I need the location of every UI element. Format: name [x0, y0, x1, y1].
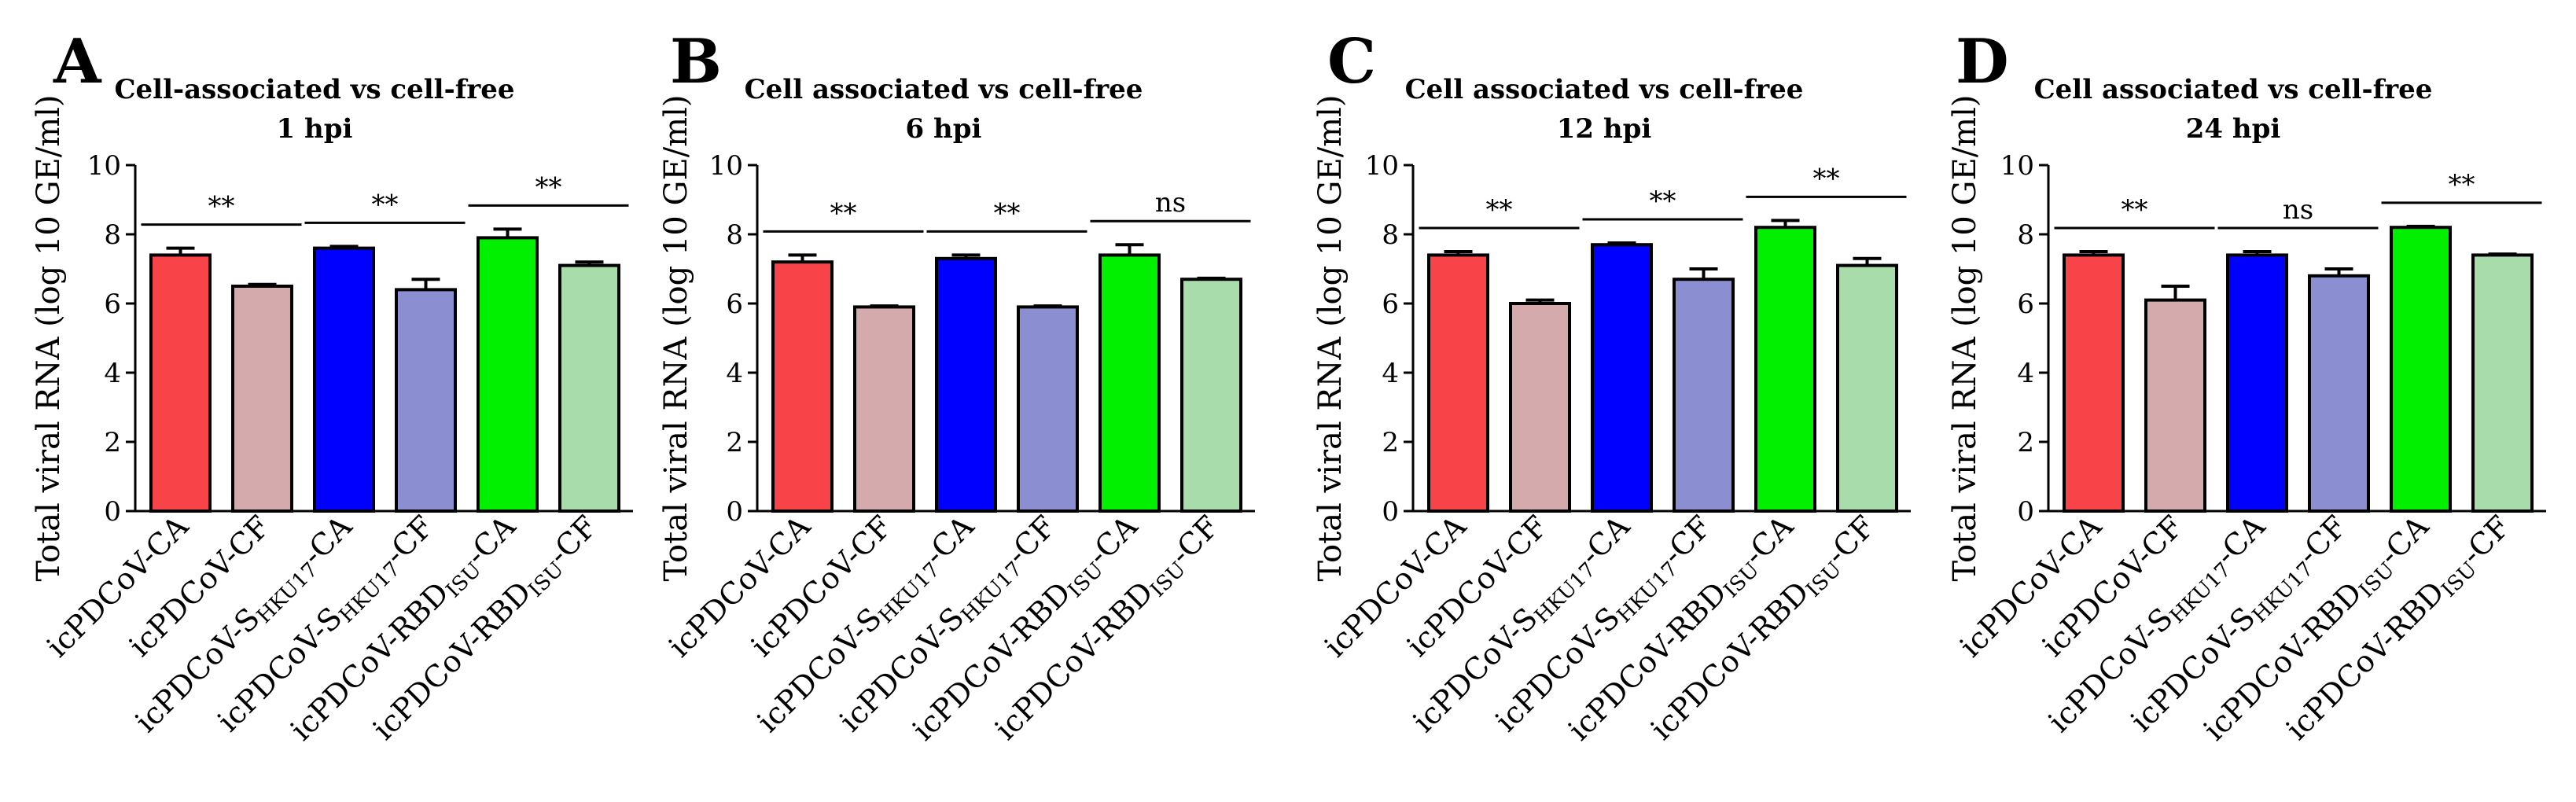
y-tick-label: 0 — [1382, 496, 1399, 528]
significance-label: ** — [208, 191, 235, 223]
chart-panel-a: A Cell-associated vs cell-free 1 hpi Total … — [31, 26, 633, 747]
y-tick-label: 2 — [1382, 427, 1399, 458]
bar — [1180, 278, 1242, 513]
panel-letter: A — [53, 26, 102, 97]
bar — [149, 253, 212, 513]
bar — [477, 236, 539, 513]
bar — [2144, 298, 2206, 513]
bar — [771, 260, 834, 513]
bar — [1098, 253, 1161, 513]
panel-letter: D — [1956, 26, 2009, 97]
y-tick-label: 6 — [726, 289, 743, 320]
significance-label: ** — [830, 197, 857, 229]
bar — [935, 256, 997, 513]
y-tick-label: 8 — [104, 219, 121, 251]
chart-panel-c: C Cell associated vs cell-free 12 hpi Total… — [1312, 26, 1911, 747]
panel-letter: C — [1327, 26, 1376, 97]
bar — [2390, 226, 2452, 513]
significance-label: ** — [1650, 186, 1676, 217]
bar — [395, 288, 457, 513]
y-tick-label: 2 — [2017, 427, 2034, 458]
significance-label: ** — [2122, 194, 2148, 226]
bar — [2308, 274, 2370, 513]
y-tick-label: 2 — [104, 427, 121, 458]
significance-label: ** — [2449, 169, 2475, 200]
chart-title-line: 12 hpi — [1557, 113, 1652, 145]
chart-title-line: 24 hpi — [2186, 113, 2281, 145]
bar — [1509, 302, 1571, 513]
y-tick-label: 6 — [104, 289, 121, 320]
x-tick-label: icPDCoV-CF — [745, 509, 899, 663]
y-tick-label: 6 — [1382, 289, 1399, 320]
y-tick-label: 10 — [1365, 150, 1399, 182]
significance-label: ns — [2283, 194, 2313, 226]
y-tick-label: 0 — [2017, 496, 2034, 528]
y-tick-label: 8 — [2017, 219, 2034, 251]
panel-letter: B — [670, 26, 722, 97]
bar — [2063, 253, 2125, 513]
y-tick-label: 2 — [726, 427, 743, 458]
y-tick-label: 4 — [104, 358, 121, 389]
y-tick-label: 8 — [1382, 219, 1399, 251]
x-tick-label: icPDCoV-CF — [1400, 509, 1555, 663]
x-tick-label: icPDCoV-CF — [123, 509, 277, 663]
chart-title-line: 6 hpi — [906, 113, 982, 145]
bar — [231, 285, 293, 513]
y-tick-label: 4 — [1382, 358, 1399, 389]
bar — [1591, 243, 1653, 513]
bar — [2471, 253, 2534, 513]
bar — [558, 263, 620, 513]
y-tick-label: 4 — [2017, 358, 2034, 389]
y-axis-label: Total viral RNA (log 10 GE/ml) — [1947, 94, 1983, 581]
y-tick-label: 6 — [2017, 289, 2034, 320]
bar — [313, 246, 375, 513]
significance-label: ** — [372, 189, 399, 220]
chart-title-line: Cell associated vs cell-free — [2034, 74, 2433, 105]
y-axis-label: Total viral RNA (log 10 GE/ml) — [31, 94, 67, 581]
bar — [1754, 226, 1816, 513]
y-tick-label: 0 — [726, 496, 743, 528]
y-axis-label: Total viral RNA (log 10 GE/ml) — [658, 94, 694, 581]
significance-label: ** — [1813, 163, 1840, 194]
chart-panel-d: D Cell associated vs cell-free 24 hpi Total… — [1947, 26, 2546, 747]
y-tick-label: 10 — [87, 150, 121, 182]
chart-title-line: Cell-associated vs cell-free — [114, 74, 514, 105]
y-tick-label: 10 — [709, 150, 743, 182]
bar — [1427, 253, 1489, 513]
chart-title-line: Cell associated vs cell-free — [745, 74, 1143, 105]
significance-label: ** — [994, 197, 1021, 229]
significance-label: ** — [535, 171, 562, 203]
chart-panel-b: B Cell associated vs cell-free 6 hpi Total … — [658, 26, 1255, 747]
bar — [1836, 263, 1898, 513]
bar — [2226, 253, 2288, 513]
chart-title-line: Cell associated vs cell-free — [1405, 74, 1804, 105]
y-tick-label: 0 — [104, 496, 121, 528]
bar — [853, 305, 915, 513]
bar — [1017, 305, 1079, 513]
chart-title-line: 1 hpi — [277, 113, 353, 145]
bar — [1673, 278, 1735, 513]
y-tick-label: 10 — [2000, 150, 2034, 182]
significance-label: ** — [1486, 194, 1513, 226]
y-tick-label: 4 — [726, 358, 743, 389]
significance-label: ns — [1155, 187, 1186, 219]
y-axis-label: Total viral RNA (log 10 GE/ml) — [1312, 94, 1349, 581]
x-tick-label: icPDCoV-CF — [2036, 509, 2190, 663]
y-tick-label: 8 — [726, 219, 743, 251]
